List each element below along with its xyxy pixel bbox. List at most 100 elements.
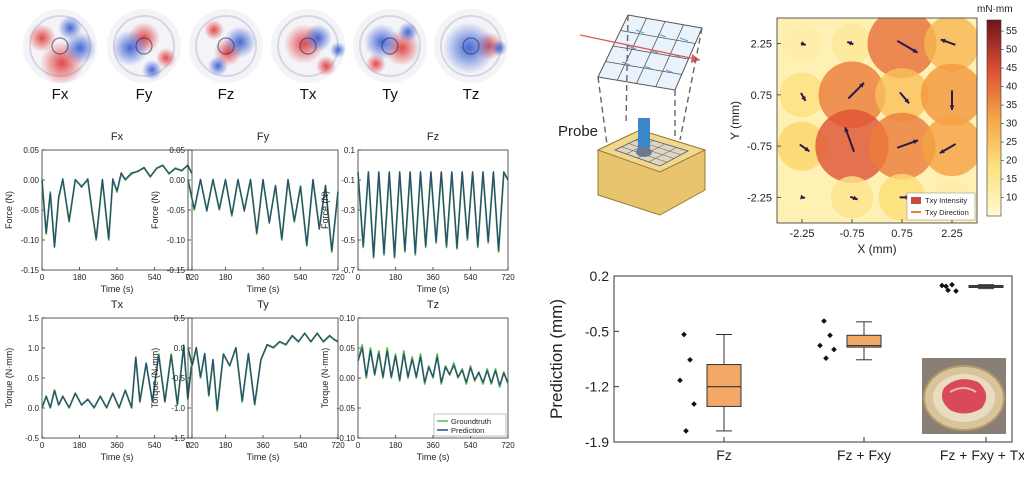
x-tick-label: 0 xyxy=(356,273,361,282)
series-prediction-line xyxy=(357,347,509,386)
probe-tip xyxy=(636,147,652,157)
grid-line xyxy=(612,45,689,60)
x-tick-label: 540 xyxy=(148,441,162,450)
y-axis-label: Torque (N·mm) xyxy=(320,348,330,409)
series-prediction-line xyxy=(187,178,339,252)
panel-frame xyxy=(41,317,193,439)
panel-title: Fx xyxy=(111,131,124,143)
sensor-grid-sheet xyxy=(597,14,703,91)
y-tick-label: 0.00 xyxy=(169,176,185,185)
x-tick-label: 720 xyxy=(331,441,345,450)
data-point xyxy=(677,377,683,384)
y-tick-label: -0.3 xyxy=(341,206,355,215)
x-axis-label: Time (s) xyxy=(247,284,280,294)
x-tick-label: 180 xyxy=(73,441,87,450)
y-tick-label: 0.00 xyxy=(339,374,355,383)
x-axis-label: Time (s) xyxy=(101,452,134,462)
category-label: Fz + Fxy xyxy=(837,447,891,463)
data-point xyxy=(821,318,827,324)
panel-title: Tx xyxy=(111,299,124,311)
txy-arrowhead xyxy=(904,98,910,104)
intensity-field xyxy=(777,18,977,223)
panel-title: Ty xyxy=(257,299,269,311)
flow-mark xyxy=(643,65,653,70)
data-point xyxy=(823,355,829,362)
projection-line xyxy=(679,27,703,141)
force-heatmap xyxy=(433,8,509,84)
y-tick-label: 0.2 xyxy=(590,268,610,284)
y-tick-label: 0.5 xyxy=(28,374,40,383)
x-tick-label: 720 xyxy=(185,273,199,282)
flow-mark xyxy=(627,45,637,50)
panel-frame xyxy=(187,149,339,271)
y-tick-label: 2.25 xyxy=(751,39,772,51)
y-tick-label: 0.0 xyxy=(28,404,40,413)
intensity-blob xyxy=(867,18,937,79)
colorbar-tick-label: 55 xyxy=(1006,26,1018,37)
y-tick-label: 0.10 xyxy=(339,314,355,323)
heatmap-label: Ty xyxy=(382,86,398,103)
txy-arrowhead xyxy=(804,146,810,152)
flow-mark xyxy=(679,37,689,42)
series-prediction-line xyxy=(357,171,509,258)
colorbar-tick-label: 45 xyxy=(1006,63,1018,74)
colorbar-tick-label: 30 xyxy=(1006,119,1018,130)
y-axis-label: Torque (N·mm) xyxy=(4,348,14,409)
x-tick-label: 0 xyxy=(186,441,191,450)
y-tick-label: -1.5 xyxy=(171,434,185,443)
x-tick-label: 540 xyxy=(294,273,308,282)
x-tick-label: 540 xyxy=(294,441,308,450)
panel-title: Fy xyxy=(257,131,270,143)
flow-mark xyxy=(621,61,631,66)
x-tick-label: 540 xyxy=(464,273,478,282)
box-frame xyxy=(613,275,1013,443)
txy-arrowhead xyxy=(939,148,945,154)
projection-line xyxy=(597,76,609,153)
y-tick-label: -1.2 xyxy=(585,379,609,395)
force-heatmap xyxy=(22,8,98,84)
flow-mark xyxy=(635,29,645,34)
colorbar-tick-label: 50 xyxy=(1006,45,1018,56)
panel-title: Fz xyxy=(427,131,439,143)
flow-mark xyxy=(665,69,675,74)
y-tick-label: 1.0 xyxy=(28,344,40,353)
y-tick-label: -0.5 xyxy=(341,236,355,245)
x-axis-label: Time (s) xyxy=(247,452,280,462)
x-axis-label: Time (s) xyxy=(417,284,450,294)
intensity-blob xyxy=(921,116,977,177)
x-tick-label: 0 xyxy=(356,441,361,450)
box-iqr xyxy=(846,334,882,348)
data-point xyxy=(691,401,697,407)
category-label: Fz xyxy=(716,447,732,463)
colorbar-tick-label: 20 xyxy=(1006,156,1018,167)
colorbar-tick-label: 10 xyxy=(1006,193,1018,204)
probe-label: Probe xyxy=(558,123,598,140)
category-label: Fz + Fxy + Txy xyxy=(940,447,1024,463)
legend-swatch-intensity xyxy=(911,197,921,204)
colorbar xyxy=(986,19,1002,217)
time-series-panels: Fx0 180 360 540 720-0.15-0.10-0.050.000.05Ti… xyxy=(4,131,515,462)
flow-mark xyxy=(657,33,667,38)
colorbar-title: mN·mm xyxy=(977,4,1013,15)
projection-line xyxy=(625,14,629,126)
colorbar-tick-label: 35 xyxy=(1006,100,1018,111)
y-tick-label: 0.0 xyxy=(174,344,186,353)
x-tick-label: 720 xyxy=(331,273,345,282)
x-tick-label: 180 xyxy=(219,441,233,450)
prediction-boxplot: -1.9 -1.2 -0.5 0.2 Prediction (mm) Fz Fz + Fxy… xyxy=(547,268,1024,463)
y-tick-label: -0.05 xyxy=(337,404,356,413)
y-tick-label: -1.9 xyxy=(585,434,609,450)
x-tick-label: 180 xyxy=(73,273,87,282)
probe-body xyxy=(638,118,650,148)
data-point xyxy=(939,282,945,289)
x-tick-label: -0.75 xyxy=(839,228,864,240)
x-tick-label: 180 xyxy=(389,273,403,282)
x-tick-label: 360 xyxy=(110,441,124,450)
txy-arrowhead xyxy=(940,38,946,44)
force-heatmap xyxy=(188,8,264,84)
y-tick-label: 0.5 xyxy=(174,314,186,323)
heatmap-label: Tx xyxy=(299,86,317,103)
x-tick-label: 720 xyxy=(501,273,515,282)
y-tick-label: -0.05 xyxy=(167,206,186,215)
x-tick-label: 720 xyxy=(185,441,199,450)
